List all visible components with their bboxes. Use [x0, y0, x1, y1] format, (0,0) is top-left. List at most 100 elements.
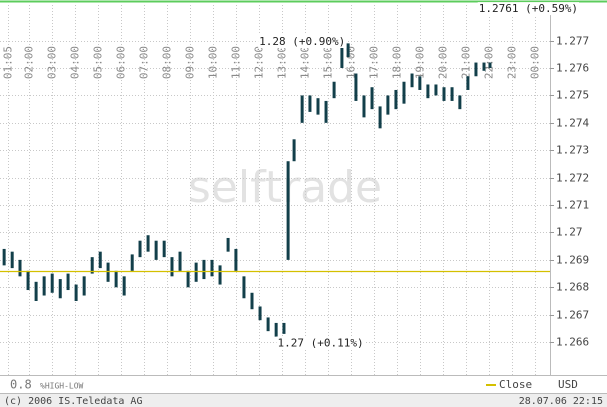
annotation: 1.27 (+0.11%)	[278, 336, 364, 349]
x-tick-label: 15:00	[322, 46, 335, 79]
x-tick-label: 19:00	[414, 46, 427, 79]
hilo-bar	[426, 84, 430, 99]
hilo-bar	[114, 270, 118, 288]
x-tick-label: 10:00	[207, 46, 220, 79]
hilo-bar	[202, 259, 206, 280]
y-tick-label: 1.269	[556, 254, 589, 267]
hilo-bar	[316, 98, 320, 115]
y-tick-label: 1.266	[556, 336, 589, 349]
x-tick-label: 02:00	[23, 46, 36, 79]
x-tick-label: 09:00	[184, 46, 197, 79]
x-tick-label: 21:00	[460, 46, 473, 79]
timestamp: 28.07.06 22:15	[519, 396, 603, 407]
watermark: selftrade	[188, 162, 382, 213]
x-tick-label: 17:00	[368, 46, 381, 79]
hilo-bar	[458, 95, 462, 110]
hilo-bar	[482, 62, 486, 71]
hilo-bar	[362, 95, 366, 118]
copyright: (c) 2006 IS.Teledata AG	[4, 396, 142, 407]
hilo-bar	[300, 95, 304, 123]
annotation-bg	[477, 2, 580, 16]
hilo-bar	[138, 240, 142, 258]
hilo-bar	[340, 46, 344, 69]
hilo-bar	[250, 292, 254, 310]
hilo-bar	[26, 270, 30, 291]
x-tick-label: 05:00	[92, 46, 105, 79]
hilo-bar	[292, 139, 296, 162]
annotation-bg	[276, 336, 365, 350]
hilo-bar	[234, 248, 238, 271]
hilo-bar	[346, 43, 350, 58]
hilo-bar	[450, 87, 454, 101]
y-tick-label: 1.271	[556, 199, 589, 212]
hilo-bar	[146, 235, 150, 252]
hilo-bar	[274, 322, 278, 337]
hilo-bar	[186, 270, 190, 288]
x-tick-label: 20:00	[437, 46, 450, 79]
hilo-bar	[162, 240, 166, 258]
x-tick-label: 01:05	[2, 46, 15, 79]
hilo-bar	[218, 265, 222, 285]
hilo-bar	[332, 81, 336, 99]
hilo-bar	[82, 276, 86, 296]
hilo-bar	[106, 262, 110, 282]
x-tick-label: 23:00	[506, 46, 519, 79]
hilo-bar	[178, 251, 182, 271]
hilo-bar	[394, 89, 398, 110]
hilo-bar	[50, 273, 54, 293]
hilo-bar	[402, 81, 406, 104]
y-tick-label: 1.275	[556, 89, 589, 102]
hilo-bar	[386, 95, 390, 115]
y-tick-label: 1.272	[556, 172, 589, 185]
x-tick-label: 11:00	[230, 46, 243, 79]
annotation: 1.28 (+0.90%)	[259, 35, 345, 48]
y-tick-label: 1.274	[556, 117, 589, 130]
x-tick-label: 06:00	[115, 46, 128, 79]
legend-label: Close	[499, 378, 532, 391]
hilo-bar	[194, 262, 198, 282]
x-tick-label: 12:00	[253, 46, 266, 79]
x-tick-label: 07:00	[138, 46, 151, 79]
hilo-bar	[410, 73, 414, 88]
hilo-bar	[226, 237, 230, 252]
hilo-bar	[242, 276, 246, 299]
hilo-bar	[42, 276, 46, 296]
hilo-bar	[170, 257, 174, 277]
hilo-bar	[74, 284, 78, 301]
y-tick-label: 1.27	[556, 226, 583, 239]
currency: USD	[558, 378, 578, 391]
hilo-bar	[282, 322, 286, 334]
hilo-bar	[10, 251, 14, 269]
x-tick-label: 08:00	[161, 46, 174, 79]
x-tick-label: 03:00	[46, 46, 59, 79]
hilo-bar	[266, 317, 270, 332]
hilo-bar	[18, 259, 22, 277]
footer-bar	[0, 394, 607, 407]
scale-label: %HIGH-LOW	[40, 382, 84, 391]
x-tick-label: 14:00	[299, 46, 312, 79]
hilo-bar	[34, 281, 38, 301]
x-tick-label: 00:00	[529, 46, 542, 79]
scale-value: 0.8	[10, 378, 32, 392]
hilo-bar	[2, 248, 6, 266]
hilo-bar	[378, 106, 382, 129]
hilo-bar	[130, 254, 134, 271]
hilo-bar	[466, 76, 470, 90]
hilo-bar	[154, 240, 158, 260]
hilo-bar	[58, 279, 62, 299]
hilo-bar	[210, 259, 214, 277]
x-tick-label: 13:00	[276, 46, 289, 79]
hilo-bar	[98, 251, 102, 269]
x-tick-label: 04:00	[69, 46, 82, 79]
hilo-bar	[418, 76, 422, 90]
hilo-bar	[66, 273, 70, 291]
hilo-bar	[258, 306, 262, 321]
y-tick-label: 1.273	[556, 144, 589, 157]
hilo-bar	[434, 84, 438, 96]
hilo-bar	[442, 87, 446, 101]
x-tick-label: 18:00	[391, 46, 404, 79]
hilo-bar	[286, 161, 290, 260]
y-tick-label: 1.277	[556, 35, 589, 48]
hilo-bar	[370, 87, 374, 110]
